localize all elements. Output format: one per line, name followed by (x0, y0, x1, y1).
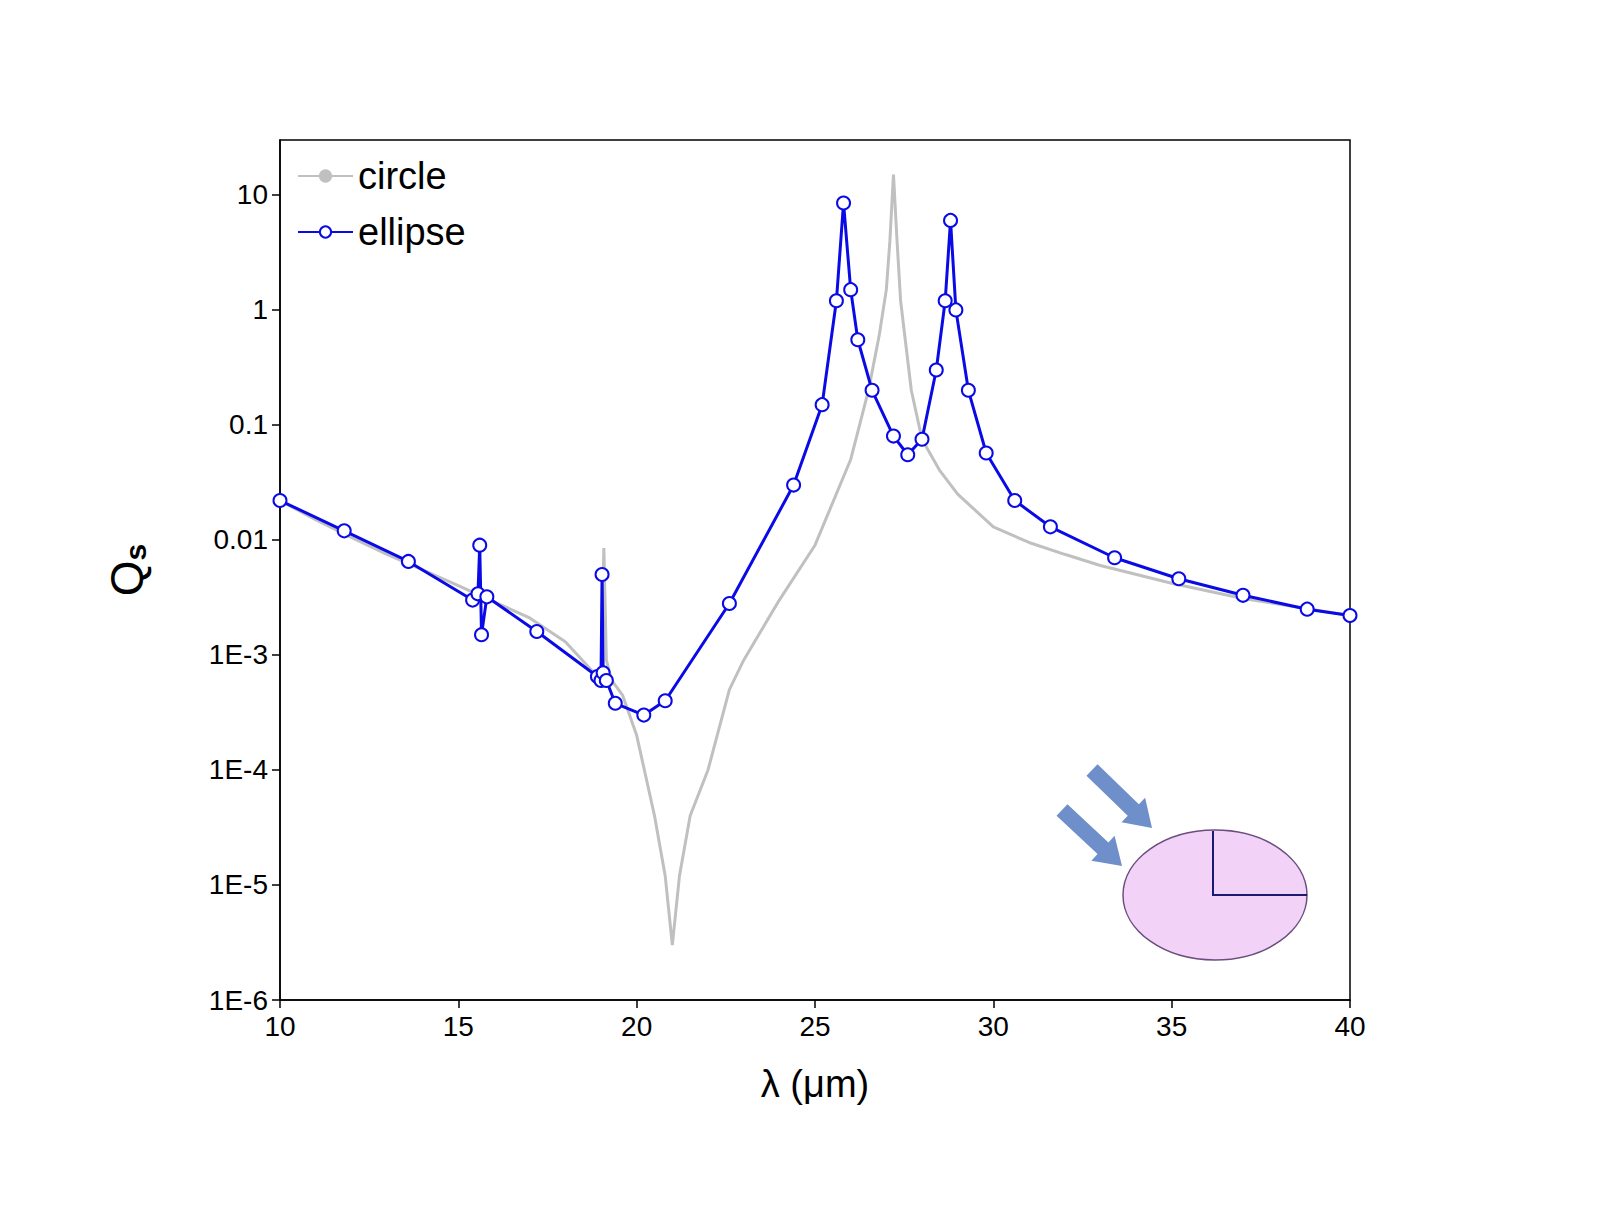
svg-text:25: 25 (799, 1011, 830, 1042)
svg-text:0.1: 0.1 (229, 409, 268, 440)
svg-text:ellipse: ellipse (358, 211, 466, 253)
svg-text:10: 10 (237, 179, 268, 210)
svg-text:20: 20 (621, 1011, 652, 1042)
svg-text:λ (μm): λ (μm) (761, 1063, 869, 1105)
svg-text:s: s (119, 544, 152, 561)
svg-text:1E-5: 1E-5 (209, 869, 268, 900)
svg-text:1E-3: 1E-3 (209, 639, 268, 670)
svg-text:10: 10 (264, 1011, 295, 1042)
svg-text:35: 35 (1156, 1011, 1187, 1042)
svg-text:circle: circle (358, 155, 447, 197)
svg-text:15: 15 (443, 1011, 474, 1042)
svg-text:1: 1 (252, 294, 268, 325)
svg-text:30: 30 (978, 1011, 1009, 1042)
svg-text:0.01: 0.01 (214, 524, 269, 555)
svg-text:40: 40 (1334, 1011, 1365, 1042)
svg-text:Q: Q (101, 560, 153, 596)
svg-text:1E-6: 1E-6 (209, 985, 268, 1016)
svg-text:1E-4: 1E-4 (209, 754, 268, 785)
